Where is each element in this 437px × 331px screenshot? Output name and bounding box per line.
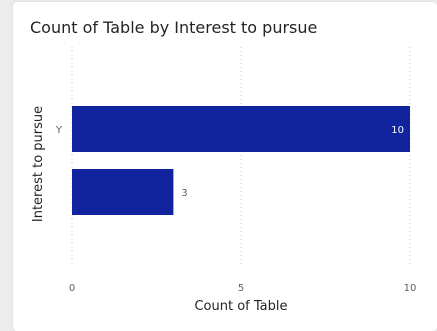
x-tick-labels-group: 0 5 10 xyxy=(69,283,417,294)
x-tick-label: 0 xyxy=(69,283,75,294)
gridlines xyxy=(71,47,411,267)
data-label: 3 xyxy=(181,188,187,199)
bars-group xyxy=(72,106,410,215)
chart-card[interactable]: Count of Table by Interest to pursue 10 3… xyxy=(13,2,437,331)
bar-0[interactable] xyxy=(72,106,410,152)
x-tick-label: 5 xyxy=(238,283,244,294)
category-label: Y xyxy=(55,125,63,136)
data-label: 10 xyxy=(391,125,404,136)
bar-1[interactable] xyxy=(72,169,174,215)
x-tick-label: 10 xyxy=(404,283,417,294)
y-axis-title: Interest to pursue xyxy=(31,106,46,222)
x-axis-title: Count of Table xyxy=(194,299,287,314)
category-labels-group: Y xyxy=(55,125,63,136)
chart-title: Count of Table by Interest to pursue xyxy=(30,18,318,37)
data-labels-group: 10 3 xyxy=(181,125,404,199)
left-panel-strip xyxy=(0,0,12,331)
bar-chart: 10 3 Y 0 5 10 Count of Table Interest to pu… xyxy=(31,47,417,314)
